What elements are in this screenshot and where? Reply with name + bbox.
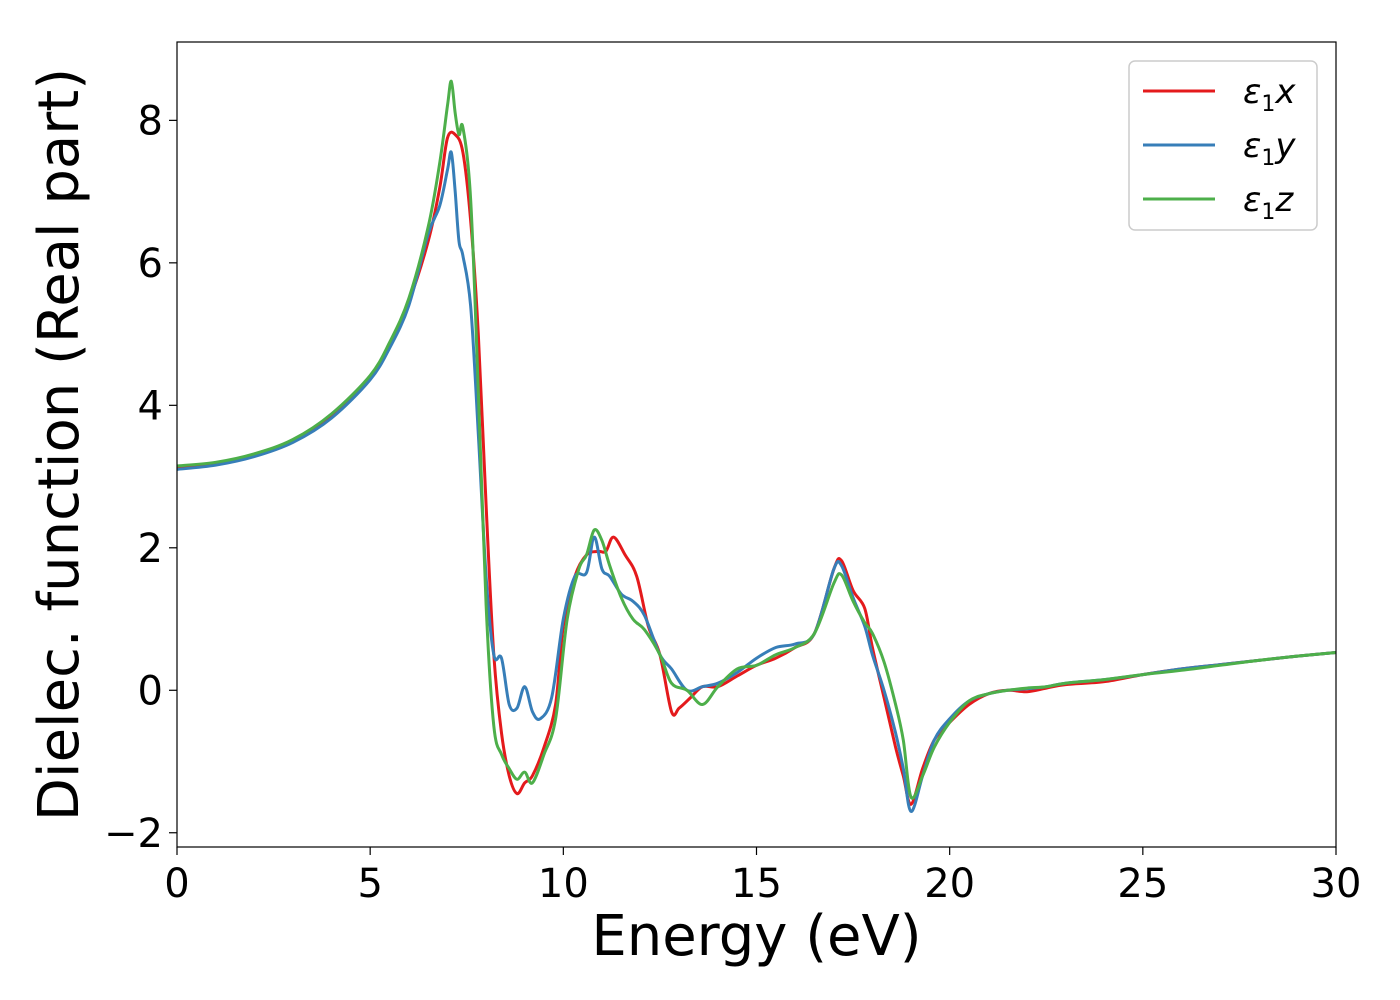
legend-symbol: ε [1243, 180, 1261, 220]
x-tick-label: 15 [731, 861, 782, 907]
series-line-y [176, 150, 1337, 813]
legend-symbol: ε [1243, 126, 1261, 166]
y-axis: −2 0 2 4 6 8 [104, 98, 177, 857]
legend-series-name: x [1274, 72, 1296, 112]
y-tick-label: 8 [138, 98, 163, 144]
legend-subscript: 1 [1261, 146, 1275, 171]
plot-lines [176, 79, 1337, 813]
y-tick-label: 2 [138, 526, 163, 572]
legend-label-x: ε1x [1243, 72, 1296, 117]
x-tick-label: 5 [357, 861, 382, 907]
legend-label-y: ε1y [1243, 126, 1296, 171]
series-line-z [176, 79, 1337, 800]
series-line-x [176, 130, 1337, 806]
legend-subscript: 1 [1261, 200, 1275, 225]
x-tick-label: 30 [1311, 861, 1362, 907]
y-tick-label: 0 [138, 668, 163, 714]
x-tick-label: 20 [924, 861, 975, 907]
y-tick-label: 4 [138, 383, 163, 429]
x-tick-label: 0 [164, 861, 189, 907]
legend-label-z: ε1z [1243, 180, 1294, 225]
x-axis: 0 5 10 15 20 25 30 [164, 847, 1361, 907]
y-axis-label: Dielec. function (Real part) [27, 68, 92, 821]
legend-box [1128, 60, 1318, 231]
x-tick-label: 25 [1117, 861, 1168, 907]
y-tick-label: −2 [104, 811, 163, 857]
x-axis-label: Energy (eV) [591, 904, 921, 969]
legend-series-name: z [1274, 180, 1294, 220]
y-tick-label: 6 [138, 241, 163, 287]
legend-series-name: y [1274, 126, 1296, 166]
legend-subscript: 1 [1261, 92, 1275, 117]
x-tick-label: 10 [538, 861, 589, 907]
legend-symbol: ε [1243, 72, 1261, 112]
